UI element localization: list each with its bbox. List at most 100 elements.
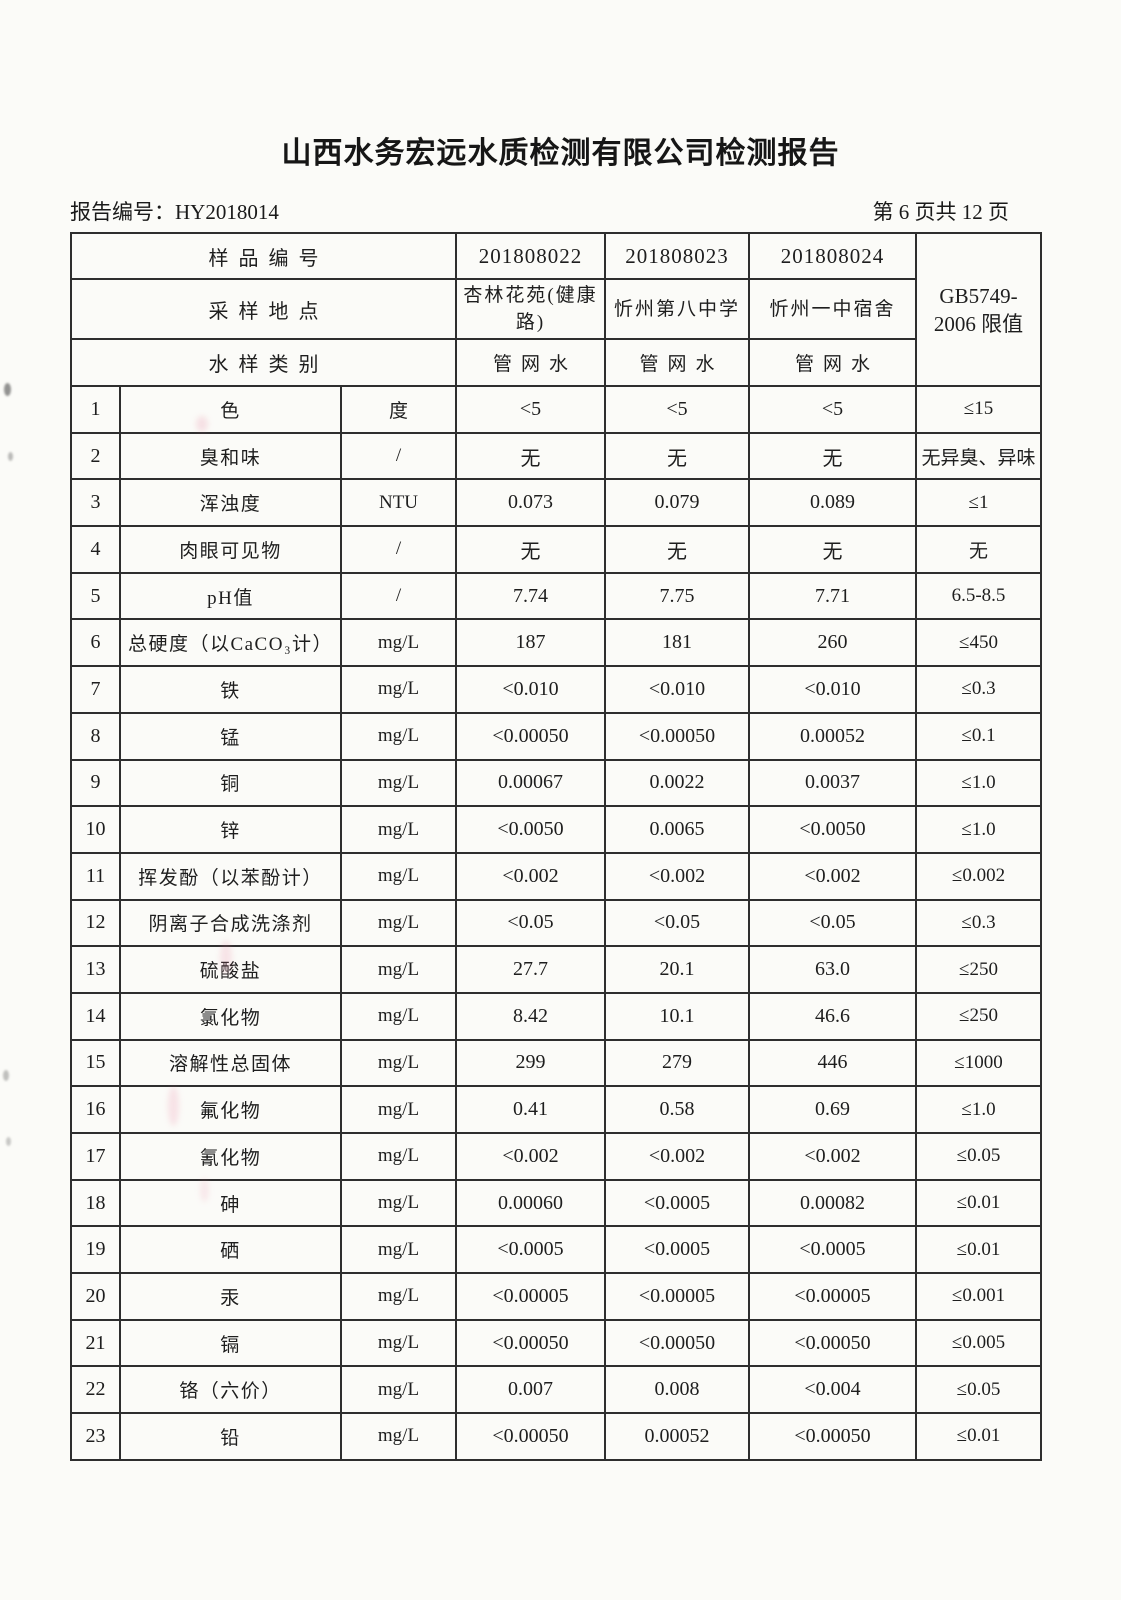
parameter-row: 9 铜 mg/L 0.00067 0.0022 0.0037 ≤1.0	[70, 758, 1042, 808]
sample-3-no: 201808024	[748, 232, 917, 280]
sample-1-value: <0.00050	[455, 1412, 606, 1461]
parameter-row: 7 铁 mg/L <0.010 <0.010 <0.010 ≤0.3	[70, 665, 1042, 714]
row-index: 21	[70, 1318, 121, 1368]
parameter-row: 3 浑浊度 NTU 0.073 0.079 0.089 ≤1	[70, 478, 1042, 528]
unit-cell: NTU	[340, 478, 457, 528]
unit-cell: mg/L	[340, 805, 457, 854]
parameter-row: 8 锰 mg/L <0.00050 <0.00050 0.00052 ≤0.1	[70, 711, 1042, 761]
sample-2-value: 279	[604, 1038, 750, 1088]
parameter-rows: 1 色 度 <5 <5 <5 ≤15 2 臭和味 / 无 无 无 无异臭、异味 …	[70, 385, 1042, 1461]
parameter-name: 氟化物	[119, 1085, 342, 1134]
sample-1-type: 管网水	[455, 338, 606, 387]
limit-value: ≤0.01	[915, 1225, 1042, 1275]
sample-2-value: <0.002	[604, 851, 750, 901]
sample-2-value: 181	[604, 618, 750, 668]
parameter-row: 6 总硬度（以CaCO₃计） mg/L 187 181 260 ≤450	[70, 618, 1042, 668]
limit-value: ≤0.01	[915, 1178, 1042, 1228]
row-index: 7	[70, 665, 121, 714]
parameter-row: 2 臭和味 / 无 无 无 无异臭、异味	[70, 431, 1042, 481]
scan-artifact	[196, 416, 208, 432]
sample-1-value: <0.010	[455, 665, 606, 714]
row-index: 8	[70, 711, 121, 761]
sample-3-value: <0.002	[748, 1132, 917, 1181]
unit-cell: /	[340, 431, 457, 481]
row-index: 17	[70, 1132, 121, 1181]
row-index: 13	[70, 945, 121, 994]
sample-2-value: 无	[604, 525, 750, 574]
limit-value: ≤250	[915, 991, 1042, 1041]
sample-3-value: <0.0005	[748, 1225, 917, 1275]
sample-3-value: 7.71	[748, 571, 917, 621]
unit-cell: mg/L	[340, 898, 457, 948]
limit-value: ≤0.1	[915, 711, 1042, 761]
row-index: 3	[70, 478, 121, 528]
sample-1-value: <0.002	[455, 851, 606, 901]
sample-3-value: 0.00052	[748, 711, 917, 761]
parameter-row: 19 硒 mg/L <0.0005 <0.0005 <0.0005 ≤0.01	[70, 1225, 1042, 1275]
unit-cell: mg/L	[340, 1178, 457, 1228]
header-row-sample-no: 样品编号 201808022 201808023 201808024 GB574…	[70, 232, 1042, 387]
parameter-row: 22 铬（六价） mg/L 0.007 0.008 <0.004 ≤0.05	[70, 1365, 1042, 1415]
parameter-name: 浑浊度	[119, 478, 342, 528]
parameter-row: 10 锌 mg/L <0.0050 0.0065 <0.0050 ≤1.0	[70, 805, 1042, 854]
unit-cell: mg/L	[340, 991, 457, 1041]
scan-artifact	[6, 1137, 11, 1146]
unit-cell: mg/L	[340, 758, 457, 808]
limit-value: ≤1.0	[915, 805, 1042, 854]
header-rows: 样品编号 201808022 201808023 201808024 GB574…	[70, 232, 1042, 387]
limit-value: ≤0.3	[915, 898, 1042, 948]
scan-artifact	[200, 1178, 209, 1202]
parameter-row: 23 铅 mg/L <0.00050 0.00052 <0.00050 ≤0.0…	[70, 1412, 1042, 1461]
parameter-row: 5 pH值 / 7.74 7.75 7.71 6.5-8.5	[70, 571, 1042, 621]
sample-2-value: 7.75	[604, 571, 750, 621]
parameter-name: 氰化物	[119, 1132, 342, 1181]
sample-3-value: <0.0050	[748, 805, 917, 854]
scan-artifact	[168, 1086, 179, 1126]
limit-value: ≤0.01	[915, 1412, 1042, 1461]
limit-value: 无异臭、异味	[915, 431, 1042, 481]
page-indicator: 第 6 页共 12 页	[872, 200, 1010, 224]
sample-3-value: 63.0	[748, 945, 917, 994]
parameter-name: 铜	[119, 758, 342, 808]
unit-cell: mg/L	[340, 1132, 457, 1181]
scan-artifact	[8, 452, 13, 461]
sample-3-value: <0.010	[748, 665, 917, 714]
parameter-row: 16 氟化物 mg/L 0.41 0.58 0.69 ≤1.0	[70, 1085, 1042, 1134]
parameter-name: 铬（六价）	[119, 1365, 342, 1415]
limit-value: ≤0.005	[915, 1318, 1042, 1368]
sample-1-value: 0.007	[455, 1365, 606, 1415]
sample-3-value: <0.002	[748, 851, 917, 901]
row-index: 1	[70, 385, 121, 434]
sample-3-value: 无	[748, 525, 917, 574]
limit-value: ≤0.3	[915, 665, 1042, 714]
sample-3-value: 0.69	[748, 1085, 917, 1134]
parameter-name: pH值	[119, 571, 342, 621]
limit-value: 6.5-8.5	[915, 571, 1042, 621]
parameter-name: 锌	[119, 805, 342, 854]
limit-value: ≤15	[915, 385, 1042, 434]
parameter-row: 14 氯化物 mg/L 8.42 10.1 46.6 ≤250	[70, 991, 1042, 1041]
sample-2-value: 0.58	[604, 1085, 750, 1134]
parameter-name: 臭和味	[119, 431, 342, 481]
limit-value: ≤0.001	[915, 1272, 1042, 1321]
unit-cell: mg/L	[340, 851, 457, 901]
unit-cell: mg/L	[340, 1272, 457, 1321]
sample-1-value: 7.74	[455, 571, 606, 621]
sample-2-value: <0.00050	[604, 1318, 750, 1368]
sample-2-no: 201808023	[604, 232, 750, 280]
water-type-label: 水样类别	[70, 338, 457, 387]
sample-1-value: 无	[455, 525, 606, 574]
sample-3-value: 46.6	[748, 991, 917, 1041]
row-index: 18	[70, 1178, 121, 1228]
sample-1-value: 187	[455, 618, 606, 668]
sample-3-value: 0.089	[748, 478, 917, 528]
sample-1-value: <0.0005	[455, 1225, 606, 1275]
unit-cell: mg/L	[340, 945, 457, 994]
sample-2-value: 0.0022	[604, 758, 750, 808]
unit-cell: mg/L	[340, 1085, 457, 1134]
sample-2-value: <5	[604, 385, 750, 434]
limit-value: ≤0.002	[915, 851, 1042, 901]
parameter-row: 17 氰化物 mg/L <0.002 <0.002 <0.002 ≤0.05	[70, 1132, 1042, 1181]
parameter-name: 阴离子合成洗涤剂	[119, 898, 342, 948]
header-row-water-type: 水样类别 管网水 管网水 管网水	[70, 338, 1041, 387]
